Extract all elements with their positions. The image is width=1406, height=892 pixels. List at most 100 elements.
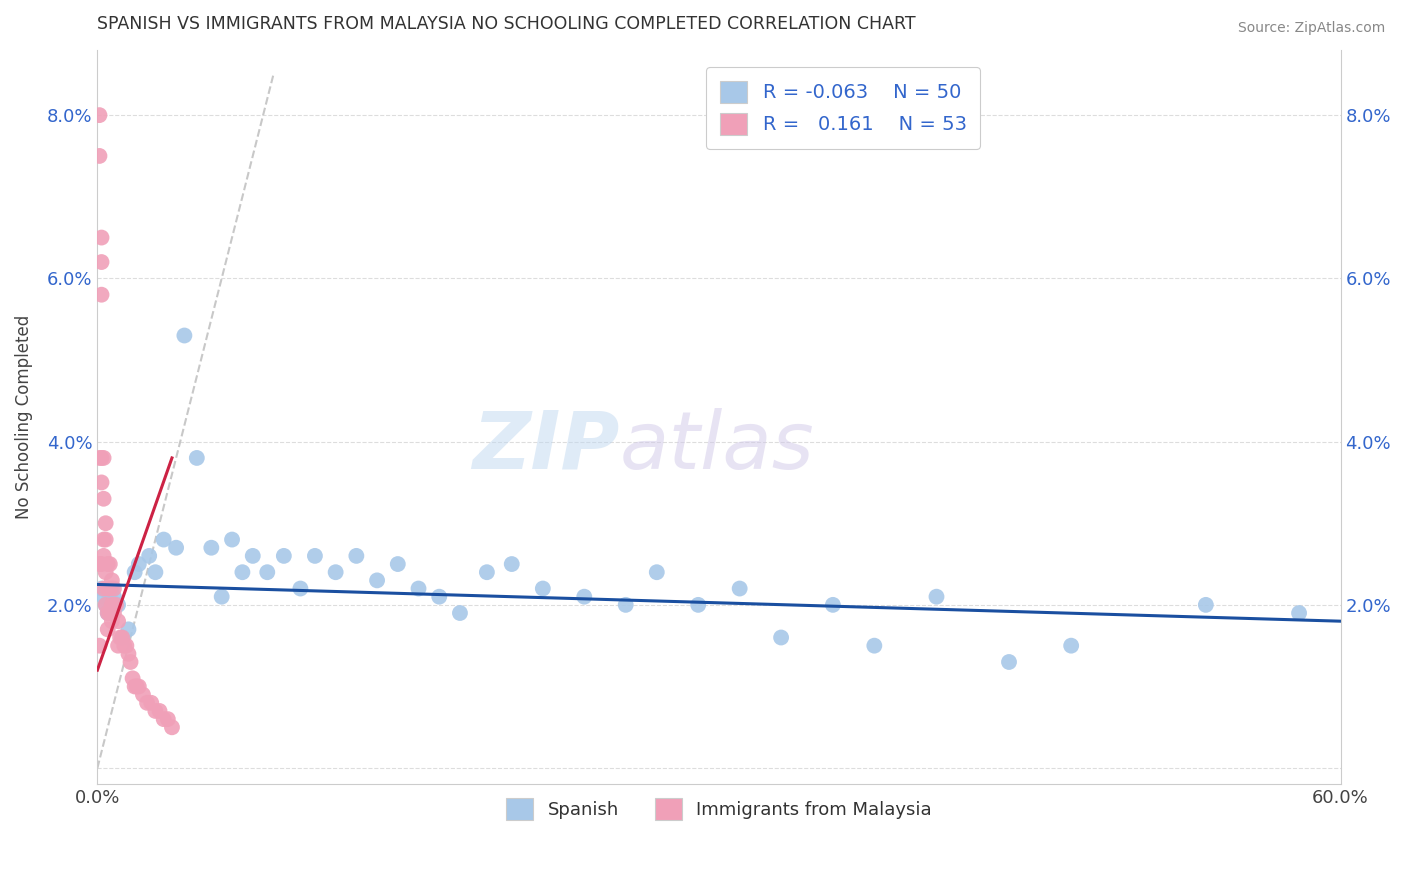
Point [728,582,751,596]
Point [101,574,124,588]
Point [94,533,117,547]
Point [344,549,367,563]
Point [94,516,117,531]
Point [770,631,793,645]
Point [94,598,117,612]
Text: atlas: atlas [620,408,814,485]
Point [125,680,148,694]
Point [89,450,111,465]
Point [531,582,554,596]
Point [93,491,115,506]
Point [231,565,253,579]
Point [97,623,120,637]
Point [103,590,125,604]
Point [821,598,844,612]
Point [128,680,150,694]
Point [427,590,450,604]
Point [89,108,111,122]
Point [304,549,326,563]
Point [925,590,948,604]
Point [101,582,124,596]
Point [90,230,112,244]
Point [90,450,112,465]
Point [132,688,155,702]
Point [574,590,596,604]
Point [186,450,208,465]
Point [145,565,167,579]
Point [688,598,710,612]
Point [156,712,179,726]
Text: ZIP: ZIP [472,408,620,485]
Point [1195,598,1218,612]
Text: Source: ZipAtlas.com: Source: ZipAtlas.com [1237,21,1385,35]
Point [97,582,120,596]
Point [387,557,409,571]
Point [112,639,135,653]
Point [165,541,187,555]
Point [408,582,430,596]
Point [108,631,131,645]
Point [90,557,112,571]
Legend: Spanish, Immigrants from Malaysia: Spanish, Immigrants from Malaysia [499,790,939,827]
Point [449,606,471,620]
Point [90,255,112,269]
Point [120,655,142,669]
Point [93,549,115,563]
Point [148,704,170,718]
Point [107,639,129,653]
Point [94,565,117,579]
Point [98,590,121,604]
Point [242,549,264,563]
Point [273,549,295,563]
Point [501,557,523,571]
Point [138,549,160,563]
Point [93,450,115,465]
Point [105,598,128,612]
Point [103,582,125,596]
Point [128,557,150,571]
Y-axis label: No Schooling Completed: No Schooling Completed [15,315,32,519]
Point [93,590,115,604]
Point [121,671,143,685]
Point [998,655,1021,669]
Point [211,590,233,604]
Point [107,614,129,628]
Point [256,565,278,579]
Point [97,557,120,571]
Point [160,720,183,734]
Point [614,598,637,612]
Point [89,149,111,163]
Point [111,631,134,645]
Point [93,582,115,596]
Point [645,565,668,579]
Point [1288,606,1310,620]
Point [173,328,195,343]
Point [98,582,121,596]
Point [89,557,111,571]
Point [200,541,222,555]
Point [101,614,124,628]
Point [221,533,243,547]
Point [145,704,167,718]
Point [103,606,125,620]
Point [89,639,111,653]
Point [90,582,112,596]
Point [863,639,886,653]
Point [98,606,121,620]
Point [152,712,174,726]
Point [141,696,163,710]
Point [152,533,174,547]
Point [124,680,146,694]
Point [93,533,115,547]
Point [94,598,117,612]
Point [101,598,124,612]
Point [366,574,388,588]
Point [111,631,134,645]
Point [97,606,120,620]
Text: SPANISH VS IMMIGRANTS FROM MALAYSIA NO SCHOOLING COMPLETED CORRELATION CHART: SPANISH VS IMMIGRANTS FROM MALAYSIA NO S… [97,15,915,33]
Point [98,557,121,571]
Point [475,565,498,579]
Point [1060,639,1083,653]
Point [124,565,146,579]
Point [117,647,139,661]
